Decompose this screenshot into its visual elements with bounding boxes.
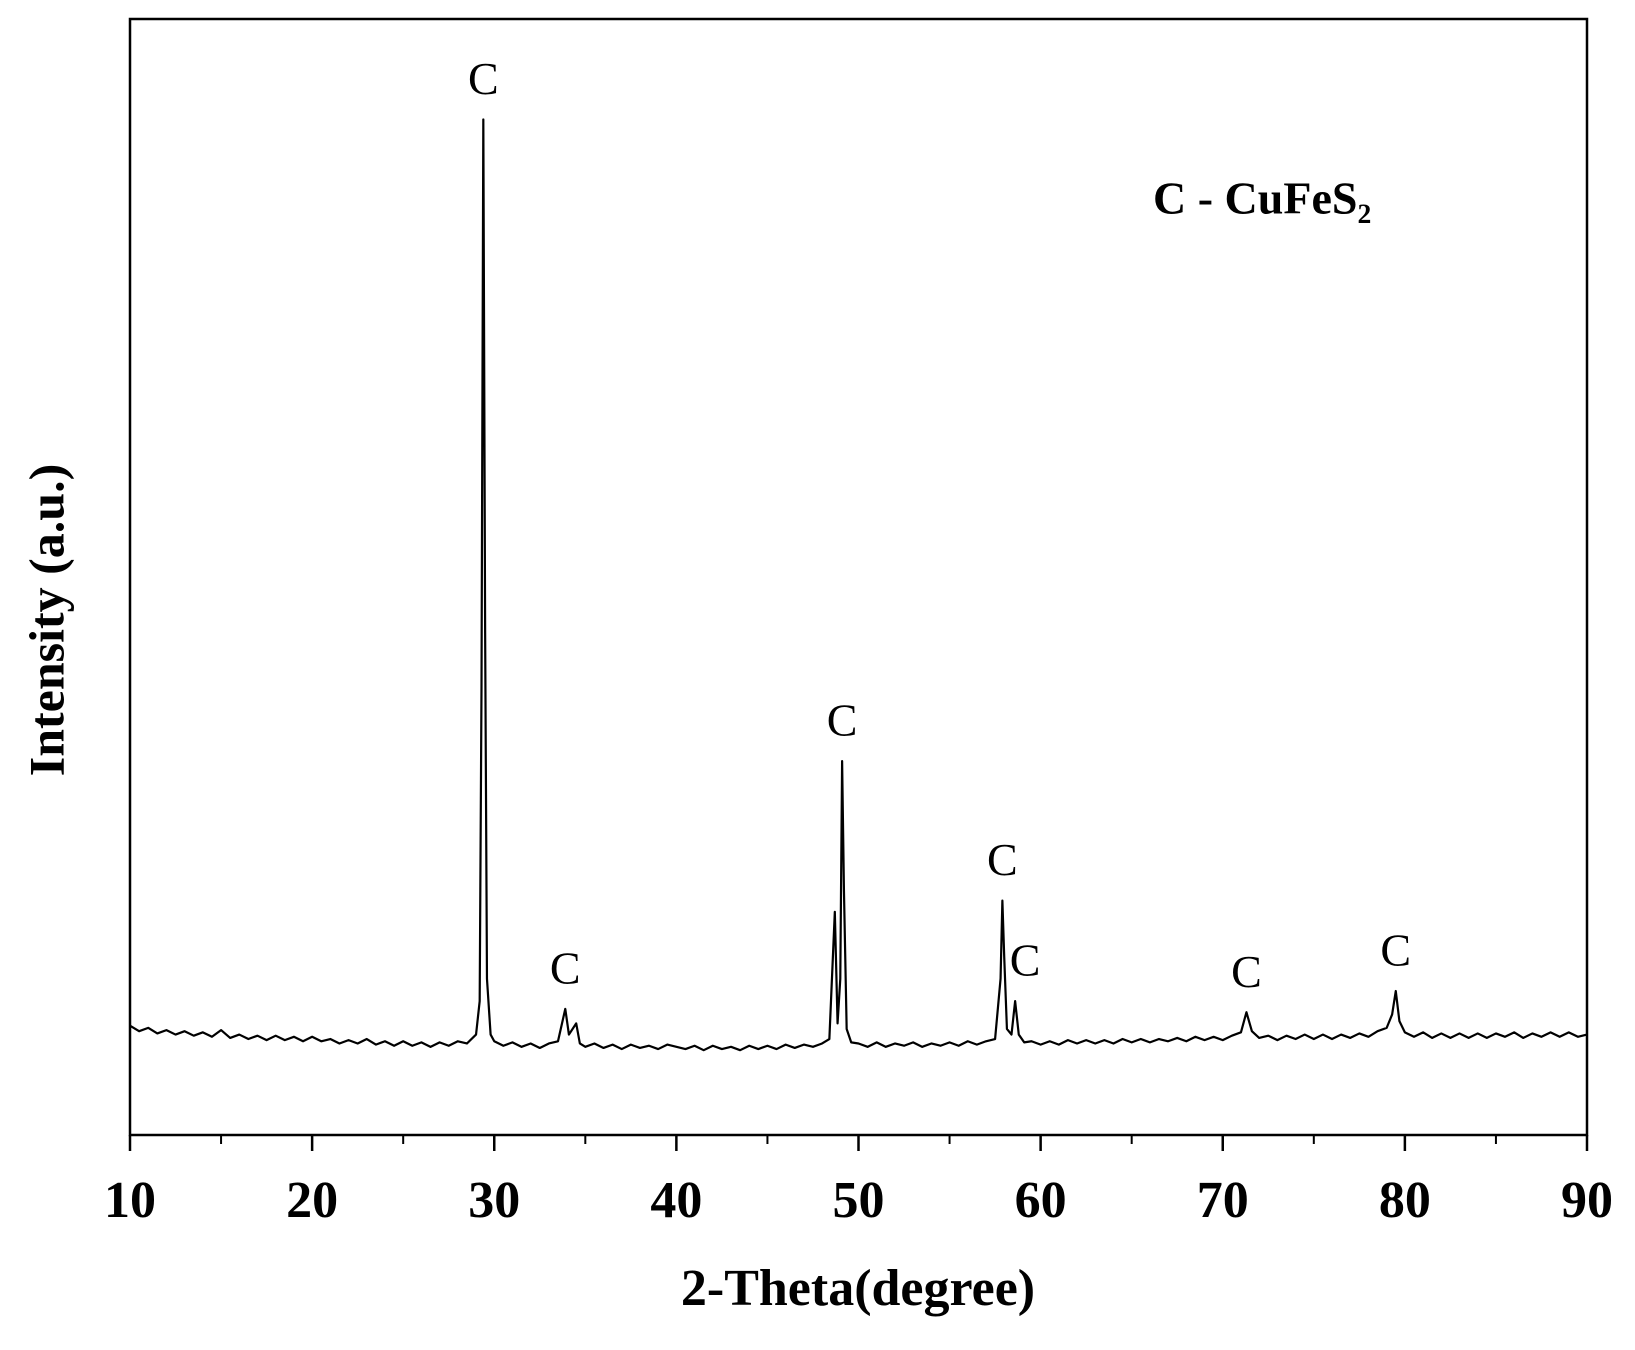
- legend-text: C - CuFeS₂: [1153, 173, 1371, 224]
- x-tick-label: 80: [1379, 1172, 1431, 1229]
- x-tick-label: 50: [833, 1172, 885, 1229]
- peak-label: C: [987, 834, 1018, 885]
- x-tick-label: 60: [1015, 1172, 1067, 1229]
- data-line: [129, 118, 1588, 1052]
- peak-label: C: [1380, 925, 1411, 976]
- x-tick-label: 40: [650, 1172, 702, 1229]
- peak-label: C: [1010, 935, 1041, 986]
- peak-label: C: [827, 695, 858, 746]
- peak-label: C: [1231, 946, 1262, 997]
- peak-label: C: [550, 942, 581, 993]
- x-tick-label: 90: [1561, 1172, 1613, 1229]
- x-tick-label: 20: [286, 1172, 338, 1229]
- y-axis-label: Intensity (a.u.): [18, 464, 74, 777]
- x-tick-label: 70: [1197, 1172, 1249, 1229]
- peak-label: C: [468, 53, 499, 104]
- x-tick-label: 30: [468, 1172, 520, 1229]
- x-tick-label: 10: [104, 1172, 156, 1229]
- x-axis-label: 2-Theta(degree): [681, 1260, 1035, 1317]
